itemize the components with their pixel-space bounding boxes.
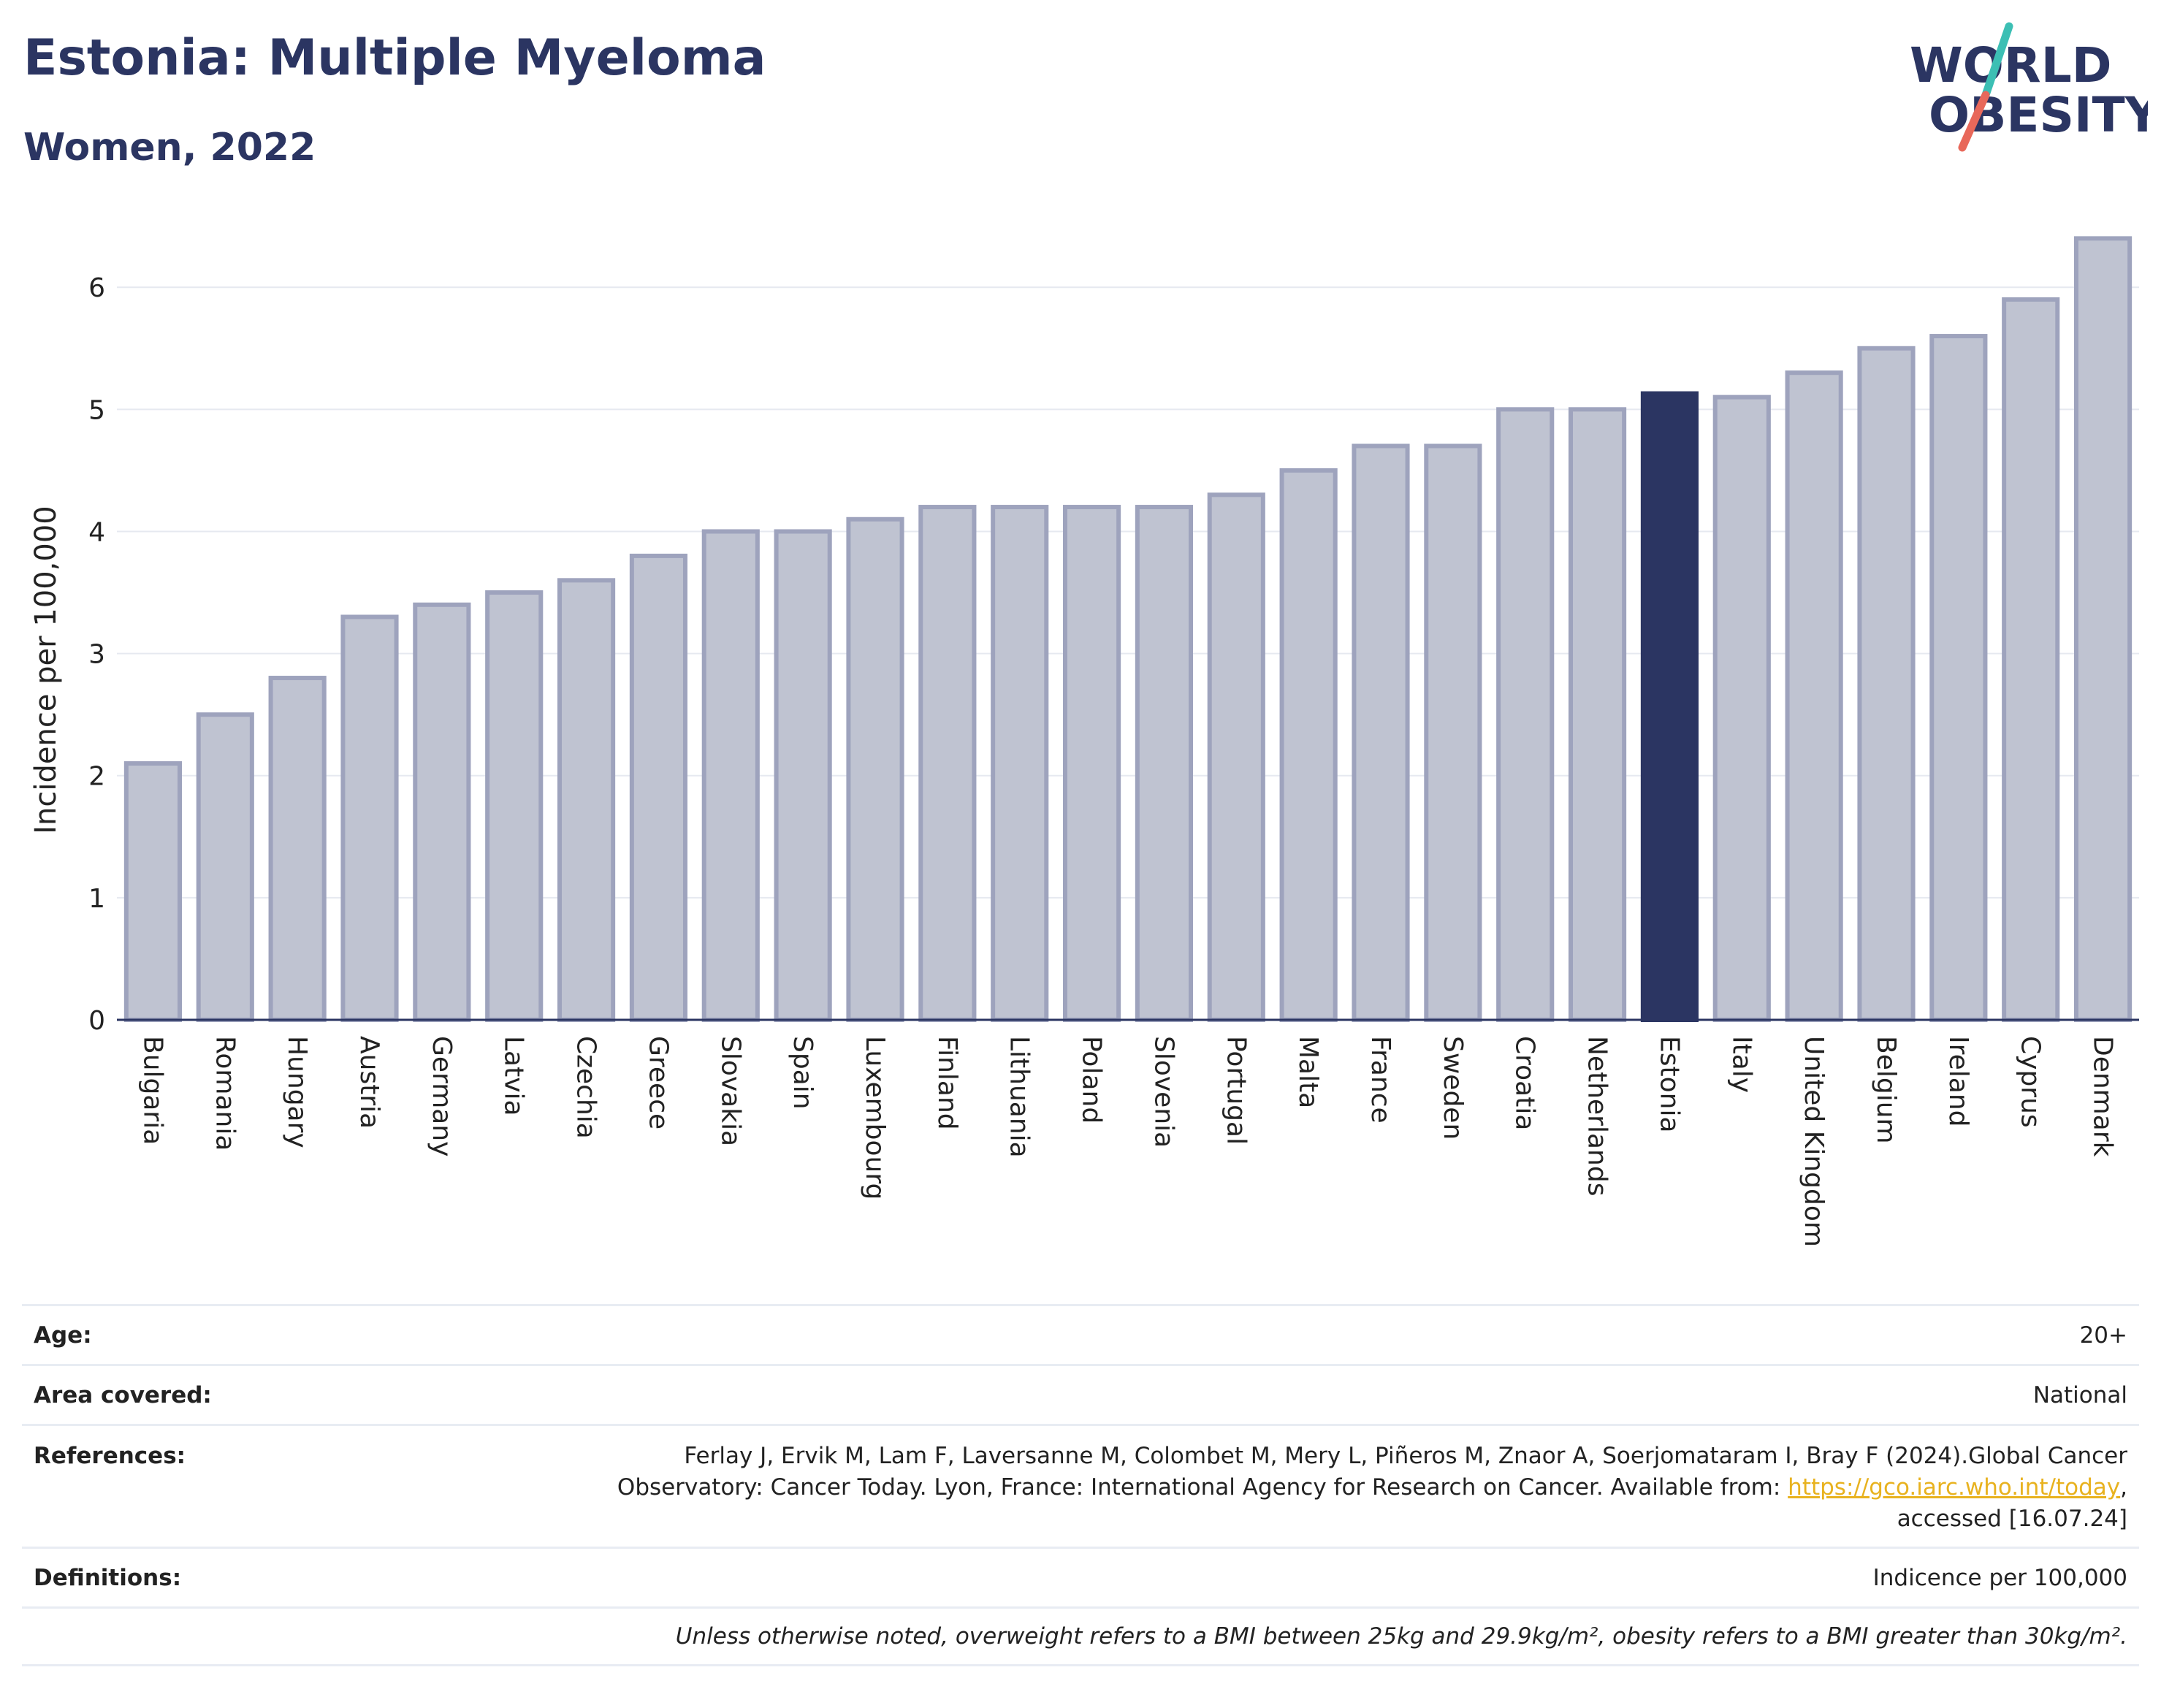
info-row-age: Age: 20+ bbox=[22, 1304, 2139, 1364]
x-tick-label: Finland bbox=[932, 1036, 962, 1130]
world-obesity-logo: WORLD OBESITY bbox=[1910, 22, 2148, 152]
bar-france bbox=[1352, 443, 1410, 1022]
bar-estonia bbox=[1640, 391, 1699, 1022]
y-tick-label: 1 bbox=[88, 884, 105, 914]
x-tick-label: Denmark bbox=[2088, 1036, 2118, 1157]
y-tick-labels: 0 1 2 3 4 5 6 bbox=[88, 273, 105, 1036]
logo-text-world: WORLD bbox=[1910, 37, 2112, 94]
x-tick-label: Bulgaria bbox=[137, 1036, 167, 1145]
x-tick-label: Portugal bbox=[1221, 1036, 1251, 1145]
references-line1: Ferlay J, Ervik M, Lam F, Laversanne M, … bbox=[684, 1443, 2127, 1469]
area-value: National bbox=[2032, 1381, 2127, 1408]
info-row-references: References: Ferlay J, Ervik M, Lam F, La… bbox=[22, 1424, 2139, 1547]
bars bbox=[123, 236, 2133, 1023]
y-tick-label: 2 bbox=[88, 762, 105, 792]
y-tick-label: 6 bbox=[88, 273, 105, 303]
bar-germany bbox=[413, 602, 471, 1022]
y-tick-label: 4 bbox=[88, 517, 105, 547]
definitions-label: Definitions: bbox=[34, 1564, 182, 1591]
logo-slash-teal bbox=[1981, 22, 2013, 99]
info-row-note: Unless otherwise noted, overweight refer… bbox=[22, 1606, 2139, 1666]
x-tick-label: Czechia bbox=[571, 1036, 601, 1139]
bar-romania bbox=[196, 712, 254, 1022]
bar-greece bbox=[629, 553, 688, 1022]
bar-sweden bbox=[1424, 443, 1482, 1022]
bar-italy bbox=[1712, 394, 1771, 1022]
bar-poland bbox=[1062, 505, 1121, 1022]
bar-ireland bbox=[1929, 334, 1988, 1022]
bar-bulgaria bbox=[123, 761, 183, 1023]
y-axis-label: Incidence per 100,000 bbox=[29, 506, 63, 834]
bmi-note: Unless otherwise noted, overweight refer… bbox=[675, 1623, 2127, 1650]
bar-cyprus bbox=[2002, 297, 2060, 1022]
y-tick-label: 3 bbox=[88, 640, 105, 670]
age-label: Age: bbox=[34, 1322, 92, 1349]
x-tick-label: Poland bbox=[1077, 1036, 1107, 1124]
x-tick-label: Lithuania bbox=[1005, 1036, 1034, 1158]
x-tick-label: Slovakia bbox=[715, 1036, 745, 1146]
x-tick-labels: Bulgaria Romania Hungary Austria Germany Latv… bbox=[137, 1036, 2117, 1247]
x-tick-label: Romania bbox=[210, 1036, 240, 1151]
bar-united-kingdom bbox=[1785, 370, 1843, 1022]
references-value: Ferlay J, Ervik M, Lam F, Laversanne M, … bbox=[617, 1441, 2127, 1535]
y-tick-label: 0 bbox=[88, 1006, 105, 1036]
x-tick-label: United Kingdom bbox=[1799, 1036, 1829, 1247]
x-tick-label: Belgium bbox=[1871, 1036, 1901, 1144]
references-link[interactable]: https://gco.iarc.who.int/today bbox=[1788, 1474, 2121, 1501]
x-tick-label: France bbox=[1365, 1036, 1395, 1124]
bar-austria bbox=[340, 614, 399, 1022]
bar-denmark bbox=[2073, 236, 2133, 1023]
x-tick-label: Cyprus bbox=[2016, 1036, 2046, 1128]
references-line2: Observatory: Cancer Today. Lyon, France:… bbox=[617, 1474, 1788, 1501]
chart-title: Estonia: Multiple Myeloma bbox=[23, 29, 766, 87]
x-tick-label: Spain bbox=[788, 1036, 817, 1110]
x-tick-label: Latvia bbox=[499, 1036, 529, 1116]
bar-latvia bbox=[485, 590, 544, 1022]
x-tick-label: Germany bbox=[427, 1036, 457, 1156]
x-tick-label: Croatia bbox=[1510, 1036, 1540, 1130]
info-table: Age: 20+ Area covered: National Referenc… bbox=[22, 1304, 2139, 1666]
bar-portugal bbox=[1207, 492, 1265, 1022]
info-row-definitions: Definitions: Indicence per 100,000 bbox=[22, 1547, 2139, 1606]
bar-slovenia bbox=[1135, 505, 1194, 1022]
bar-finland bbox=[918, 505, 977, 1022]
bar-netherlands bbox=[1568, 407, 1627, 1022]
x-tick-label: Luxembourg bbox=[860, 1036, 890, 1200]
chart-subtitle: Women, 2022 bbox=[23, 126, 316, 169]
bar-croatia bbox=[1496, 407, 1555, 1022]
references-line3: accessed [16.07.24] bbox=[1897, 1506, 2127, 1532]
definitions-value: Indicence per 100,000 bbox=[1872, 1564, 2127, 1591]
y-tick-label: 5 bbox=[88, 395, 105, 425]
x-tick-label: Malta bbox=[1293, 1036, 1323, 1108]
bar-slovakia bbox=[701, 529, 760, 1022]
bar-spain bbox=[774, 529, 832, 1022]
area-label: Area covered: bbox=[34, 1381, 212, 1408]
x-tick-label: Netherlands bbox=[1582, 1036, 1612, 1196]
x-tick-label: Slovenia bbox=[1148, 1036, 1178, 1148]
x-tick-label: Italy bbox=[1726, 1036, 1756, 1093]
bar-malta bbox=[1279, 468, 1338, 1022]
x-tick-label: Hungary bbox=[282, 1036, 312, 1148]
age-value: 20+ bbox=[2079, 1322, 2127, 1349]
logo-slash-coral bbox=[1958, 91, 1990, 152]
x-tick-label: Sweden bbox=[1438, 1036, 1468, 1140]
x-tick-label: Ireland bbox=[1943, 1036, 1973, 1127]
x-tick-label: Greece bbox=[643, 1036, 673, 1129]
bar-lithuania bbox=[991, 505, 1049, 1022]
info-row-area: Area covered: National bbox=[22, 1364, 2139, 1424]
references-label: References: bbox=[34, 1443, 186, 1469]
bar-belgium bbox=[1857, 346, 1916, 1022]
x-tick-label: Estonia bbox=[1654, 1036, 1684, 1133]
x-tick-label: Austria bbox=[354, 1036, 384, 1129]
bar-czechia bbox=[557, 578, 616, 1022]
references-line2-end: , bbox=[2120, 1474, 2127, 1501]
bar-hungary bbox=[268, 676, 327, 1022]
bar-luxembourg bbox=[846, 516, 904, 1022]
bar-chart: 0 1 2 3 4 5 6 Bulgaria Romania Hungary Austria Ger… bbox=[29, 236, 2139, 1247]
